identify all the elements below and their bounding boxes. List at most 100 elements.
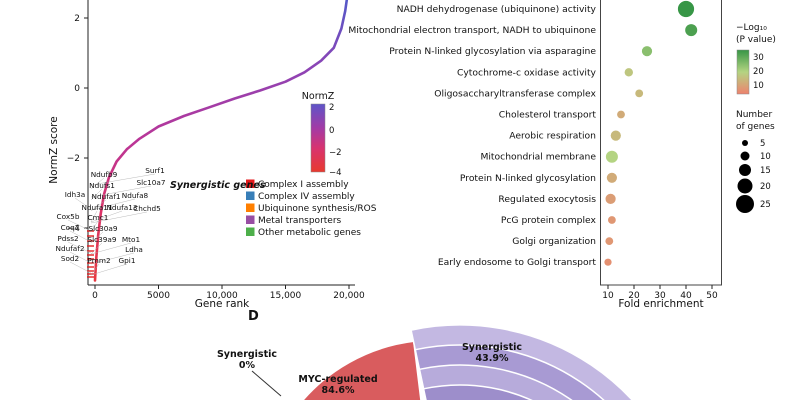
gene-label-pmm2: Pmm2 xyxy=(87,256,110,265)
normz-colorbar xyxy=(310,103,326,173)
gene-label-ndufa8: Ndufa8 xyxy=(122,191,149,200)
gene-label-leader xyxy=(67,219,92,232)
dotplot-xtick-label: 40 xyxy=(680,291,692,301)
size-legend-dot xyxy=(736,195,754,213)
gene-label-leader xyxy=(69,261,92,274)
dotplot-frame xyxy=(600,0,722,286)
pvalue-colorbar-tick: 20 xyxy=(753,67,764,77)
legend-swatch xyxy=(246,215,255,224)
rank-xtick-label: 5000 xyxy=(147,291,170,301)
gene-label-leader xyxy=(90,211,148,224)
gene-label-leader xyxy=(69,230,92,243)
go-term-label: Mitochondrial membrane xyxy=(480,152,596,163)
size-legend-label: 20 xyxy=(760,182,771,192)
go-term-dot xyxy=(677,0,695,18)
rank-xtick-label: 15,000 xyxy=(270,291,302,301)
pie-slice-myc-regulated xyxy=(302,340,422,400)
go-term-label: Protein N-linked glycosylation xyxy=(460,173,596,184)
go-term-dot xyxy=(605,237,614,246)
normz-colorbar-tick: −2 xyxy=(329,148,342,158)
pie-value-synergistic-zero: 0% xyxy=(239,360,256,371)
go-term-dot xyxy=(604,258,612,266)
gene-label-leader xyxy=(74,197,92,210)
rank-ytick-label: 2 xyxy=(74,14,80,24)
gene-label-ndufa13: Ndufa13 xyxy=(106,203,137,212)
gene-label-leader xyxy=(67,241,92,254)
pvalue-legend-title-1: −Log₁₀ xyxy=(736,23,767,33)
legend-label: Ubiquinone synthesis/ROS xyxy=(258,204,377,214)
gene-label-leader xyxy=(90,242,103,255)
gene-label-slc30a9: Slc30a9 xyxy=(88,224,117,233)
gene-label-leader xyxy=(90,231,104,244)
size-legend-dot xyxy=(739,164,751,176)
synergistic-genes-label: Synergistic genes xyxy=(170,180,266,191)
go-term-label: Golgi organization xyxy=(512,236,596,247)
gene-label-slc39a9: Slc39a9 xyxy=(87,235,116,244)
go-term-dot xyxy=(610,130,621,141)
gene-label-cmc1: Cmc1 xyxy=(88,213,109,222)
gene-label-leader xyxy=(69,251,92,264)
gene-label-gpi1: Gpi1 xyxy=(119,256,136,265)
legend-swatch xyxy=(246,203,255,212)
pie-label-myc: MYC-regulated xyxy=(298,374,377,385)
rank-xlabel: Gene rank xyxy=(195,298,250,310)
gene-label-leader xyxy=(90,198,136,211)
gene-label-slc10a7: Slc10a7 xyxy=(136,178,165,187)
rank-ytick-label: 0 xyxy=(74,84,80,94)
rank-xtick-label: 0 xyxy=(92,291,98,301)
gene-label-leader xyxy=(90,242,132,255)
gene-label-chchd5: Chchd5 xyxy=(133,204,161,213)
normz-colorbar-tick: 0 xyxy=(329,126,334,136)
legend-swatch xyxy=(246,179,255,188)
dotplot-xtick-label: 50 xyxy=(706,291,718,301)
dotplot-xtick-label: 30 xyxy=(654,291,666,301)
gene-label-leader xyxy=(90,210,98,223)
legend-label: Complex IV assembly xyxy=(258,192,355,202)
rank-xtick-label: 10,000 xyxy=(206,291,238,301)
pie-panel xyxy=(251,324,634,400)
gene-label-idh3a: Idh3a xyxy=(65,190,86,199)
pvalue-legend-title-2: (P value) xyxy=(736,35,776,45)
rank-xtick-label: 20,000 xyxy=(333,291,365,301)
rank-curve xyxy=(93,0,349,282)
gene-label-ndufaf1: Ndufaf1 xyxy=(92,192,121,201)
gene-label-coq7: Coq7 xyxy=(61,223,80,232)
gene-label-leader xyxy=(90,263,128,276)
pvalue-colorbar-tick: 30 xyxy=(753,53,764,63)
go-term-dot xyxy=(605,193,616,204)
gene-label-leader xyxy=(90,263,100,276)
normz-colorbar-title: NormZ xyxy=(302,91,335,102)
go-term-label: Cholesterol transport xyxy=(499,110,597,121)
gene-label-ndufb9: Ndufb9 xyxy=(91,170,118,179)
normz-colorbar-tick: −4 xyxy=(329,168,342,178)
gene-label-leader xyxy=(90,177,105,190)
legend-swatch xyxy=(246,191,255,200)
legend-label: Other metabolic genes xyxy=(258,228,361,238)
go-term-label: Early endosome to Golgi transport xyxy=(438,257,597,268)
go-term-label: Mitochondrial electron transport, NADH t… xyxy=(348,25,596,36)
normz-colorbar-tick: 2 xyxy=(329,103,334,113)
size-legend-label: 25 xyxy=(760,200,771,210)
pie-value-synergistic-right: 43.9% xyxy=(476,353,509,364)
go-term-dot xyxy=(606,172,618,183)
gene-label-ndufs1: Ndufs1 xyxy=(89,181,115,190)
go-term-dot xyxy=(685,24,698,37)
go-term-label: Oligosaccharyltransferase complex xyxy=(434,88,596,99)
size-legend-label: 10 xyxy=(760,152,771,162)
go-term-dot xyxy=(635,89,644,98)
gene-label-ndufa11: Ndufa11 xyxy=(81,203,112,212)
gene-label-sod2: Sod2 xyxy=(61,254,79,263)
legend-swatch xyxy=(246,227,255,236)
gene-label-leader xyxy=(90,210,123,223)
size-legend-dot xyxy=(740,151,750,161)
size-legend-label: 15 xyxy=(760,166,771,176)
size-legend-dot xyxy=(737,178,753,194)
gene-label-leader xyxy=(90,173,156,186)
dotplot-xtick-label: 10 xyxy=(602,291,614,301)
pie-value-myc: 84.6% xyxy=(322,385,355,396)
pie-label-synergistic-zero: Synergistic xyxy=(217,349,277,360)
legend-label: Metal transporters xyxy=(258,216,342,226)
pvalue-colorbar xyxy=(736,49,750,95)
